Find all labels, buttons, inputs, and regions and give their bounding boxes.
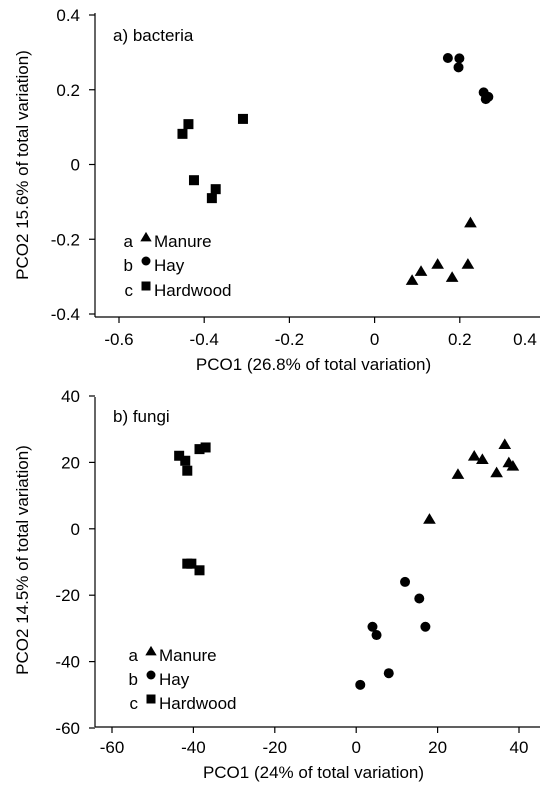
fungi-legend-item-manure: a Manure xyxy=(129,645,217,665)
fungi-hay-point xyxy=(367,621,378,632)
fungi-series-hardwood xyxy=(174,442,211,576)
fungi-hardwood-point xyxy=(186,558,197,569)
bacteria-legend-item-hardwood: c Hardwood xyxy=(125,281,232,300)
bacteria-hay-point xyxy=(483,91,494,102)
fungi-hay-point xyxy=(355,679,366,690)
fungi-series-hay xyxy=(355,576,431,690)
bacteria-series-hardwood xyxy=(177,113,248,204)
fungi-y-tick-label: 0 xyxy=(71,520,80,539)
fungi-y-tick-label: -40 xyxy=(55,653,80,672)
bacteria-x-tick-label: -0.2 xyxy=(275,330,304,349)
bacteria-series-hay xyxy=(442,52,494,105)
bacteria-hardwood-point xyxy=(188,175,199,186)
fungi-manure-point xyxy=(423,513,436,524)
bacteria-legend-item-manure: a Manure xyxy=(124,231,212,251)
legend-marker-square xyxy=(146,694,156,704)
fungi-hardwood-point xyxy=(200,442,211,453)
fungi-manure-point xyxy=(490,466,503,478)
fungi-manure-point xyxy=(476,453,489,464)
bacteria-hay-point xyxy=(453,62,464,73)
bacteria-hardwood-point xyxy=(210,184,221,195)
bacteria-hardwood-point xyxy=(206,193,217,204)
fungi-hay-point xyxy=(400,576,411,587)
bacteria-x-tick-label: 0.4 xyxy=(513,330,537,349)
fungi-hay-point xyxy=(383,668,394,679)
fungi-y-axis-title: PCO2 14.5% of total variation) xyxy=(13,445,32,675)
fungi-y-tick-label: -60 xyxy=(55,719,80,738)
legend-marker-circle xyxy=(141,256,151,266)
legend-letter: b xyxy=(129,670,138,689)
fungi-panel-title: b) fungi xyxy=(113,407,170,426)
legend-label: Hay xyxy=(159,670,190,689)
fungi-hardwood-point xyxy=(182,465,193,476)
bacteria-panel-title: a) bacteria xyxy=(113,26,194,45)
legend-label: Hardwood xyxy=(159,694,237,713)
legend-marker-square xyxy=(141,281,151,291)
bacteria-y-tick-label: 0 xyxy=(71,156,80,175)
legend-label: Manure xyxy=(159,646,217,665)
fungi-x-tick-label: 0 xyxy=(351,738,360,757)
fungi-hay-point xyxy=(371,630,382,641)
fungi-legend-item-hardwood: c Hardwood xyxy=(130,694,237,713)
bacteria-hardwood-point xyxy=(237,113,248,124)
bacteria-x-tick-label: -0.6 xyxy=(104,330,133,349)
legend-marker-triangle xyxy=(145,645,157,656)
fungi-hardwood-point xyxy=(180,455,191,466)
fungi-manure-point xyxy=(451,468,465,479)
fungi-x-tick-label: -40 xyxy=(181,738,206,757)
legend-marker-circle xyxy=(146,670,156,680)
fungi-x-tick-label: 20 xyxy=(428,738,447,757)
bacteria-manure-point xyxy=(431,258,444,269)
legend-marker-triangle xyxy=(140,231,152,242)
bacteria-x-tick-label: -0.4 xyxy=(190,330,219,349)
fungi-hardwood-point xyxy=(174,450,185,461)
bacteria-y-tick-label: 0.2 xyxy=(56,81,80,100)
fungi-hardwood-point xyxy=(194,444,205,455)
bacteria-y-tick-label: 0.4 xyxy=(56,6,80,25)
fungi-series-manure xyxy=(423,438,520,524)
fungi-manure-point xyxy=(506,459,520,471)
fungi-manure-point xyxy=(467,450,481,461)
fungi-x-axis-title: PCO1 (24% of total variation) xyxy=(203,763,424,782)
fungi-y-tick-label: -20 xyxy=(55,586,80,605)
fungi-y-tick-label: 40 xyxy=(61,387,80,406)
bacteria-x-tick-label: 0.2 xyxy=(448,330,472,349)
legend-label: Hardwood xyxy=(154,281,232,300)
bacteria-hardwood-point xyxy=(183,119,194,130)
fungi-x-tick-label: -20 xyxy=(263,738,288,757)
bacteria-x-axis-title: PCO1 (26.8% of total variation) xyxy=(196,355,431,374)
legend-letter: b xyxy=(124,256,133,275)
bacteria-hay-point xyxy=(454,53,465,64)
bacteria-x-tick-label: 0 xyxy=(370,330,379,349)
fungi-hardwood-point xyxy=(194,565,205,576)
fungi-legend-item-hay: b Hay xyxy=(129,670,190,689)
fungi-manure-point xyxy=(498,438,512,450)
bacteria-legend-item-hay: b Hay xyxy=(124,256,185,275)
legend-letter: a xyxy=(124,232,134,251)
bacteria-hardwood-point xyxy=(177,128,188,139)
fungi-hay-point xyxy=(414,593,425,604)
bacteria-y-axis-title: PCO2 15.6% of total variation) xyxy=(13,50,32,280)
bacteria-manure-point xyxy=(464,216,477,228)
bacteria-y-tick-label: -0.2 xyxy=(51,230,80,249)
bacteria-panel: -0.6 -0.4 -0.2 0 0.2 0.4 -0.4 -0.2 0 0.2 0.4 PCO1 (… xyxy=(13,6,540,374)
legend-label: Hay xyxy=(154,256,185,275)
bacteria-series-manure xyxy=(405,216,477,285)
bacteria-y-tick-label: -0.4 xyxy=(51,305,80,324)
bacteria-manure-point xyxy=(414,265,428,276)
fungi-x-tick-label: 40 xyxy=(510,738,529,757)
legend-letter: c xyxy=(130,694,139,713)
bacteria-hay-point xyxy=(442,52,453,63)
fungi-y-tick-label: 20 xyxy=(61,453,80,472)
legend-letter: a xyxy=(129,646,139,665)
bacteria-manure-point xyxy=(445,271,459,282)
legend-letter: c xyxy=(125,281,134,300)
legend-label: Manure xyxy=(154,232,212,251)
bacteria-manure-point xyxy=(461,258,475,269)
fungi-hay-point xyxy=(420,621,431,632)
fungi-x-tick-label: -60 xyxy=(100,738,125,757)
bacteria-manure-point xyxy=(405,274,419,285)
fungi-panel: -60 -40 -20 0 20 40 -60 -40 -20 0 20 40 PCO1 (24% of… xyxy=(13,387,540,782)
